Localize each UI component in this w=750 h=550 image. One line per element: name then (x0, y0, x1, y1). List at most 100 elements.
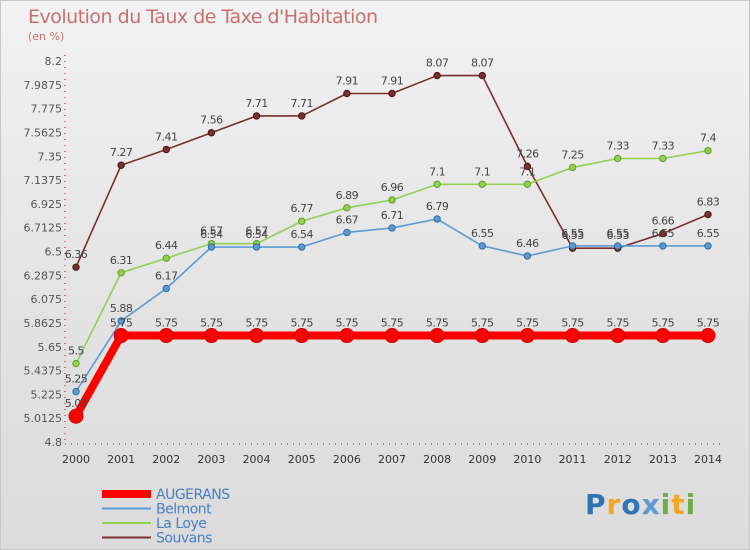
data-point-souvans (523, 162, 532, 171)
y-tick-label: 6.7125 (24, 222, 63, 235)
data-point-augerans (429, 328, 445, 344)
unit-label: (en %) (28, 30, 65, 43)
data-label: 6.44 (155, 239, 178, 252)
y-tick-label: 5.0125 (24, 412, 63, 425)
data-label: 6.89 (336, 189, 359, 202)
data-point-belmont (343, 228, 351, 237)
data-label: 6.36 (65, 248, 88, 261)
data-label: 5.75 (471, 317, 494, 330)
data-point-souvans (117, 161, 125, 169)
y-tick-label: 7.35 (38, 150, 63, 163)
x-tick-label: 2001 (107, 453, 135, 466)
data-label: 6.55 (606, 227, 629, 240)
data-label: 7.71 (290, 97, 313, 110)
data-label: 8.07 (471, 57, 494, 70)
data-point-souvans (478, 71, 486, 80)
data-point-belmont (207, 243, 216, 251)
data-point-belmont (659, 242, 667, 250)
data-label: 7.33 (652, 139, 675, 152)
legend-label: Souvans (156, 531, 212, 547)
data-label: 7.1 (429, 165, 445, 178)
data-label: 5.5 (68, 345, 84, 358)
data-point-belmont (523, 252, 532, 260)
data-labels-layer: 5.03 5.75 5.75 5.75 5.75 5.75 5.75 5.75 5.75 5.75… (65, 57, 720, 411)
data-point-souvans (207, 129, 216, 137)
legend-label: AUGERANS (156, 487, 230, 503)
data-label: 6.55 (471, 227, 494, 240)
y-tick-label: 7.5625 (24, 126, 63, 139)
data-label: 5.75 (200, 317, 223, 330)
series-line-augerans (72, 331, 708, 419)
x-tick-label: 2002 (152, 453, 180, 466)
data-label: 6.55 (652, 227, 675, 240)
data-point-belmont (72, 387, 80, 396)
y-tick-label: 6.925 (31, 198, 63, 211)
data-label: 6.54 (245, 228, 268, 241)
data-label: 7.26 (516, 147, 539, 160)
data-point-souvans (298, 112, 306, 120)
data-point-souvans (72, 263, 80, 271)
data-label: 5.75 (652, 317, 675, 330)
data-label: 7.27 (110, 146, 133, 159)
y-tick-label: 6.2875 (24, 269, 63, 282)
data-point-belmont (478, 242, 486, 250)
data-label: 7.41 (155, 131, 178, 144)
data-point-la-loye (614, 154, 622, 163)
data-label: 5.75 (697, 317, 720, 330)
data-point-belmont (433, 215, 441, 223)
data-label: 6.53 (561, 229, 584, 242)
data-label: 6.53 (606, 229, 629, 242)
data-label: 5.75 (381, 317, 404, 330)
axes: 8.27.98757.7757.56257.357.13756.9256.712… (24, 55, 722, 466)
data-point-belmont (162, 284, 170, 293)
data-label: 6.66 (652, 215, 675, 228)
data-point-la-loye (117, 269, 125, 277)
x-tick-label: 2006 (333, 453, 361, 466)
data-point-belmont (252, 243, 261, 251)
data-label: 6.57 (245, 225, 268, 238)
x-tick-label: 2000 (62, 453, 90, 466)
y-tick-label: 7.1375 (24, 174, 63, 187)
y-tick-label: 5.8625 (24, 317, 63, 330)
data-label: 6.54 (200, 228, 223, 241)
data-label: 6.54 (290, 228, 313, 241)
data-label: 5.75 (561, 317, 584, 330)
x-tick-label: 2010 (513, 453, 541, 466)
data-label: 7.4 (700, 132, 716, 145)
y-tick-label: 8.2 (45, 55, 63, 68)
x-tick-label: 2004 (243, 453, 271, 466)
data-label: 7.25 (561, 148, 584, 161)
data-point-belmont (704, 242, 712, 250)
data-point-la-loye (704, 146, 712, 155)
y-tick-label: 5.225 (31, 388, 63, 401)
data-point-souvans (659, 229, 667, 238)
data-point-la-loye (433, 180, 441, 188)
data-label: 7.91 (336, 74, 359, 87)
y-tick-label: 7.9875 (24, 79, 63, 92)
data-label: 5.25 (65, 373, 88, 386)
data-label: 5.75 (110, 317, 133, 330)
data-label: 7.1 (474, 165, 490, 178)
x-tick-label: 2009 (468, 453, 496, 466)
data-point-la-loye (523, 180, 532, 188)
data-point-souvans (388, 89, 396, 98)
data-label: 5.03 (65, 397, 88, 410)
data-label: 6.83 (697, 196, 720, 209)
data-label: 5.75 (426, 317, 449, 330)
data-point-augerans (610, 328, 626, 344)
legend-label: Belmont (156, 502, 212, 518)
y-tick-label: 5.65 (38, 341, 63, 354)
data-label: 7.1 (519, 165, 535, 178)
data-point-augerans (68, 408, 84, 424)
x-tick-label: 2013 (649, 453, 677, 466)
data-point-la-loye (659, 154, 667, 163)
series-layer (68, 71, 716, 424)
data-point-augerans (158, 328, 174, 344)
data-point-augerans (249, 328, 265, 344)
data-label: 6.67 (336, 213, 359, 226)
data-point-la-loye (568, 163, 577, 172)
data-point-belmont (117, 317, 125, 325)
x-tick-label: 2005 (288, 453, 316, 466)
